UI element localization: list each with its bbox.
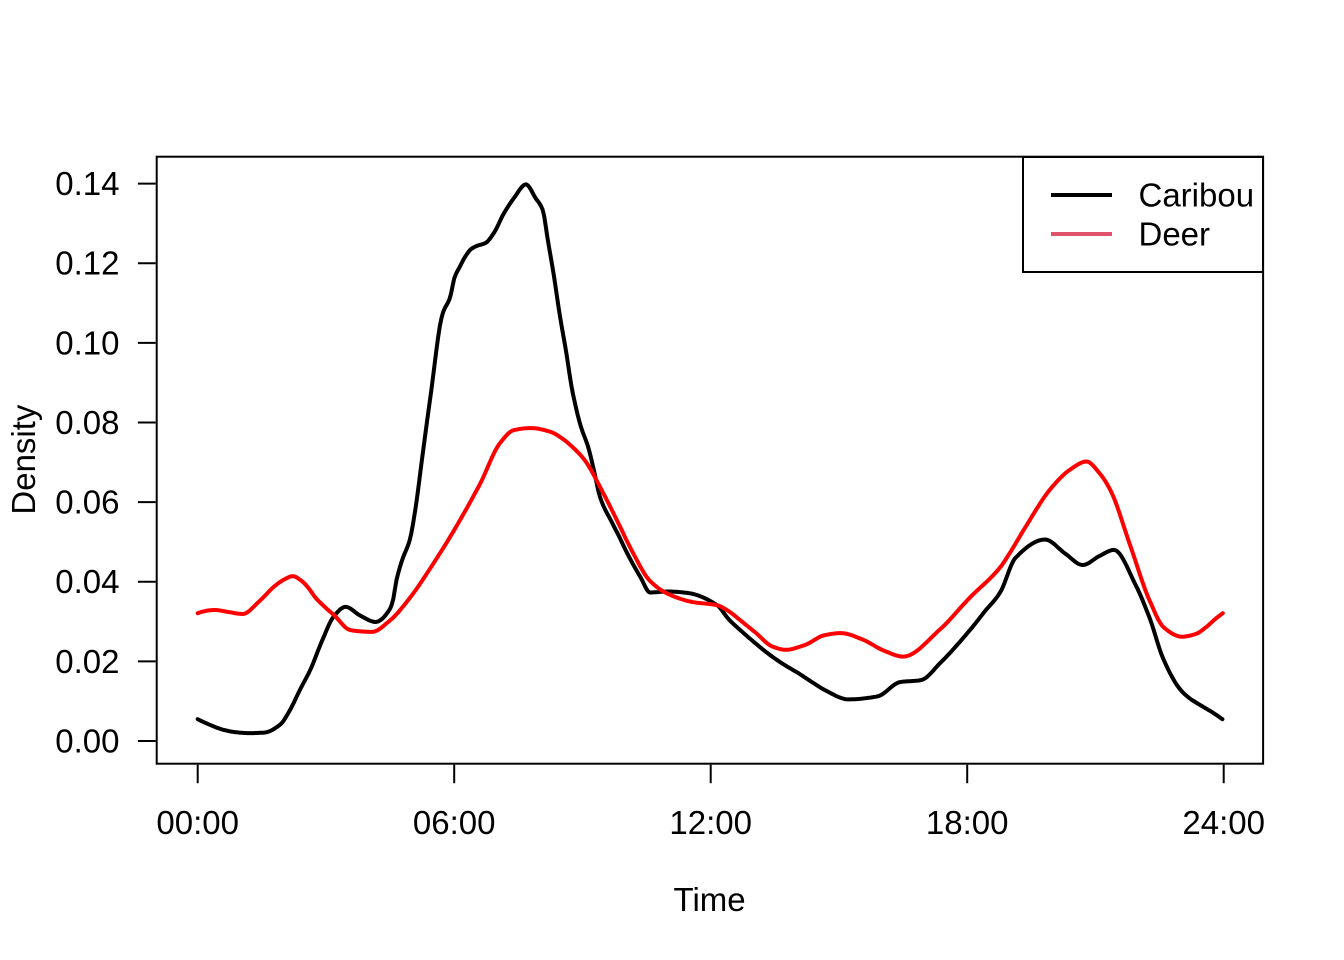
svg-text:0.02: 0.02 (55, 643, 119, 680)
svg-text:Caribou: Caribou (1139, 177, 1255, 214)
svg-text:Density: Density (5, 404, 42, 515)
svg-text:18:00: 18:00 (926, 804, 1009, 841)
svg-text:06:00: 06:00 (413, 804, 496, 841)
svg-text:Time: Time (674, 881, 746, 918)
svg-text:0.14: 0.14 (55, 165, 119, 202)
svg-text:0.00: 0.00 (55, 723, 119, 760)
svg-text:24:00: 24:00 (1182, 804, 1265, 841)
svg-text:00:00: 00:00 (156, 804, 239, 841)
svg-text:0.06: 0.06 (55, 484, 119, 521)
svg-text:Deer: Deer (1139, 216, 1211, 253)
svg-text:0.08: 0.08 (55, 404, 119, 441)
svg-text:0.04: 0.04 (55, 563, 119, 600)
svg-text:0.12: 0.12 (55, 245, 119, 282)
svg-text:0.10: 0.10 (55, 324, 119, 361)
svg-text:12:00: 12:00 (669, 804, 752, 841)
